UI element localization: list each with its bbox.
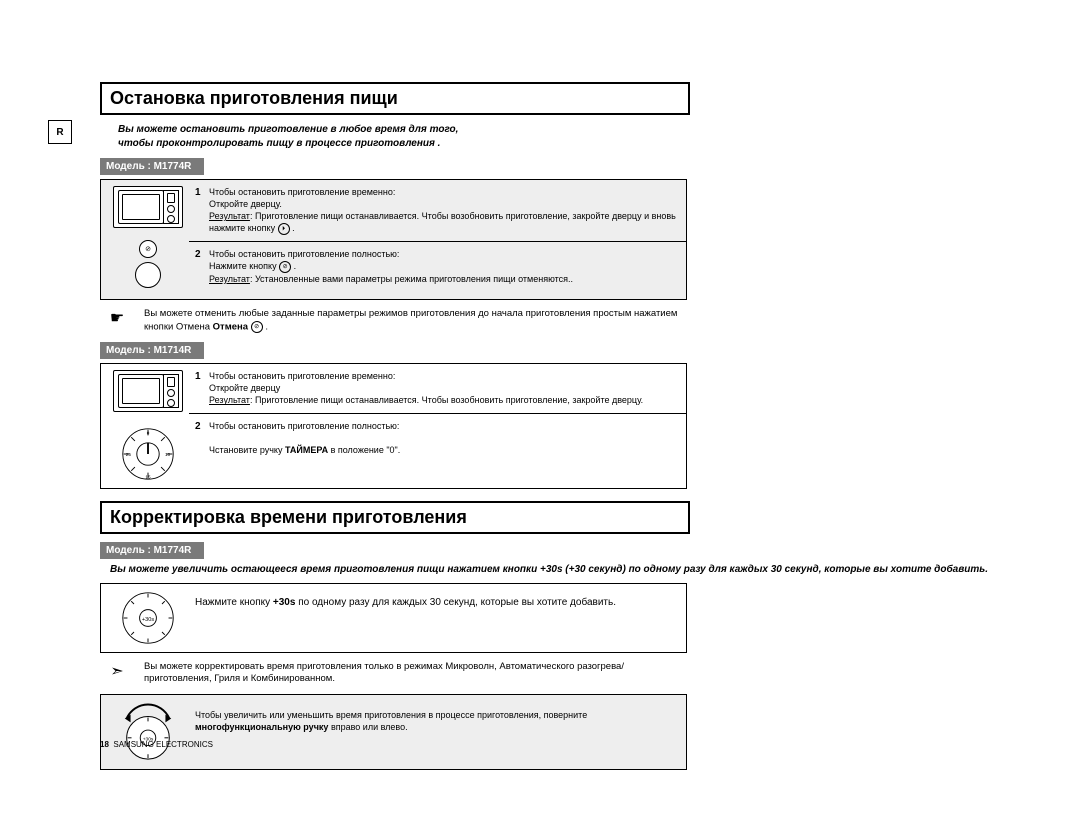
step2-action-suffix: в положение "0". [328, 445, 400, 455]
svg-text:0: 0 [147, 430, 150, 435]
cancel-button-icon: ⊘ [139, 240, 157, 258]
step1-result: : Приготовление пищи останавливается. Чт… [250, 395, 643, 405]
step2-action: Нажмите кнопку [209, 261, 279, 271]
diagram-col: +30s [101, 695, 189, 769]
diagram-col: 0 10 15 25 [101, 364, 189, 488]
note-tail: . [263, 321, 268, 332]
cancel-icon: ⊘ [251, 321, 263, 333]
step-text-prefix: Нажмите кнопку [195, 597, 273, 608]
step1-title: Чтобы остановить приготовление временно: [209, 371, 395, 381]
result-label: Результат [209, 211, 250, 221]
step-number: 1 [195, 370, 209, 406]
rotate-block: +30s Чтобы увеличить или уменьшить время… [100, 694, 687, 770]
result-label: Результат [209, 395, 250, 405]
model-label-m1774r-2: Модель : M1774R [100, 542, 204, 559]
section2-intro: Вы можете увеличить остающееся время при… [110, 563, 1020, 577]
model-label-m1774r: Модель : M1774R [100, 158, 204, 175]
step-text-bold: +30s [273, 597, 296, 608]
page-number: 18 [100, 740, 109, 749]
arrow-icon: ➣ [100, 661, 134, 687]
step2-result: : Установленные вами параметры режима пр… [250, 274, 573, 284]
rotate-dial-icon: +30s [117, 701, 179, 763]
page: R Остановка приготовления пищи Вы можете… [0, 0, 1020, 770]
result-label: Результат [209, 274, 250, 284]
svg-text:15: 15 [145, 474, 151, 479]
dial-icon [135, 262, 161, 288]
section1-intro: Вы можете остановить приготовление в люб… [118, 123, 1020, 150]
model-label-m1714r: Модель : M1714R [100, 342, 204, 359]
note-row-modes: ➣ Вы можете корректировать время пригото… [100, 661, 685, 687]
note-text: Вы можете корректировать время приготовл… [134, 661, 685, 687]
step2-action-tail: . [291, 261, 296, 271]
step1-result-tail: . [290, 223, 295, 233]
diagram-col: ⊘ [101, 180, 189, 299]
text-col: Чтобы увеличить или уменьшить время приг… [189, 695, 686, 769]
plus30-block: +30s Нажмите кнопку +30s по одному разу … [100, 583, 687, 653]
text-col: 1 Чтобы остановить приготовление временн… [189, 364, 686, 488]
note-row-cancel: ☛ Вы можете отменить любые заданные пара… [100, 308, 685, 334]
step2-title: Чтобы остановить приготовление полностью… [209, 249, 399, 259]
brand-text: SAMSUNG ELECTRONICS [113, 740, 213, 749]
step1-title: Чтобы остановить приготовление временно: [209, 187, 395, 197]
step-text-suffix: по одному разу для каждых 30 секунд, кот… [295, 597, 616, 608]
step2-title: Чтобы остановить приготовление полностью… [209, 421, 399, 431]
timer-dial-icon: 0 10 15 25 [120, 426, 176, 482]
step-number: 1 [195, 186, 209, 235]
section-title-stop: Остановка приготовления пищи [100, 82, 690, 115]
svg-text:10: 10 [165, 452, 171, 457]
plus30-dial-icon: +30s [120, 590, 176, 646]
text-col: Нажмите кнопку +30s по одному разу для к… [189, 584, 686, 652]
step2-action-bold: ТАЙМЕРА [285, 445, 328, 455]
svg-text:25: 25 [126, 452, 132, 457]
step-2: 2 Чтобы остановить приготовление полност… [195, 420, 676, 456]
step-number: 2 [195, 248, 209, 285]
page-footer: 18 SAMSUNG ELECTRONICS [100, 740, 213, 749]
step-1: 1 Чтобы остановить приготовление временн… [195, 370, 676, 406]
step-2: 2 Чтобы остановить приготовление полност… [195, 248, 676, 285]
section-title-adjust: Корректировка времени приготовления [100, 501, 690, 534]
pointer-icon: ☛ [100, 308, 134, 334]
block2-prefix: Чтобы увеличить или уменьшить время приг… [195, 710, 587, 720]
language-marker: R [48, 120, 72, 144]
step-number: 2 [195, 420, 209, 456]
text-col: 1 Чтобы остановить приготовление временн… [189, 180, 686, 299]
step-1: 1 Чтобы остановить приготовление временн… [195, 186, 676, 235]
block2-bold: многофункциональную ручку [195, 722, 328, 732]
start-icon: ⏵ [278, 223, 290, 235]
steps-block-m1714r: 0 10 15 25 1 Чтобы остановить приготовле… [100, 363, 687, 489]
block2-suffix: вправо или влево. [328, 722, 407, 732]
cancel-icon: ⊘ [279, 261, 291, 273]
step1-action: Откройте дверцу [209, 383, 280, 393]
steps-block-m1774r: ⊘ 1 Чтобы остановить приготовление време… [100, 179, 687, 300]
svg-text:+30s: +30s [142, 616, 154, 622]
step2-action-prefix: Чстановите ручку [209, 445, 285, 455]
step1-action: Откройте дверцу. [209, 199, 282, 209]
microwave-icon [113, 186, 183, 228]
microwave-icon [113, 370, 183, 412]
diagram-col: +30s [101, 584, 189, 652]
